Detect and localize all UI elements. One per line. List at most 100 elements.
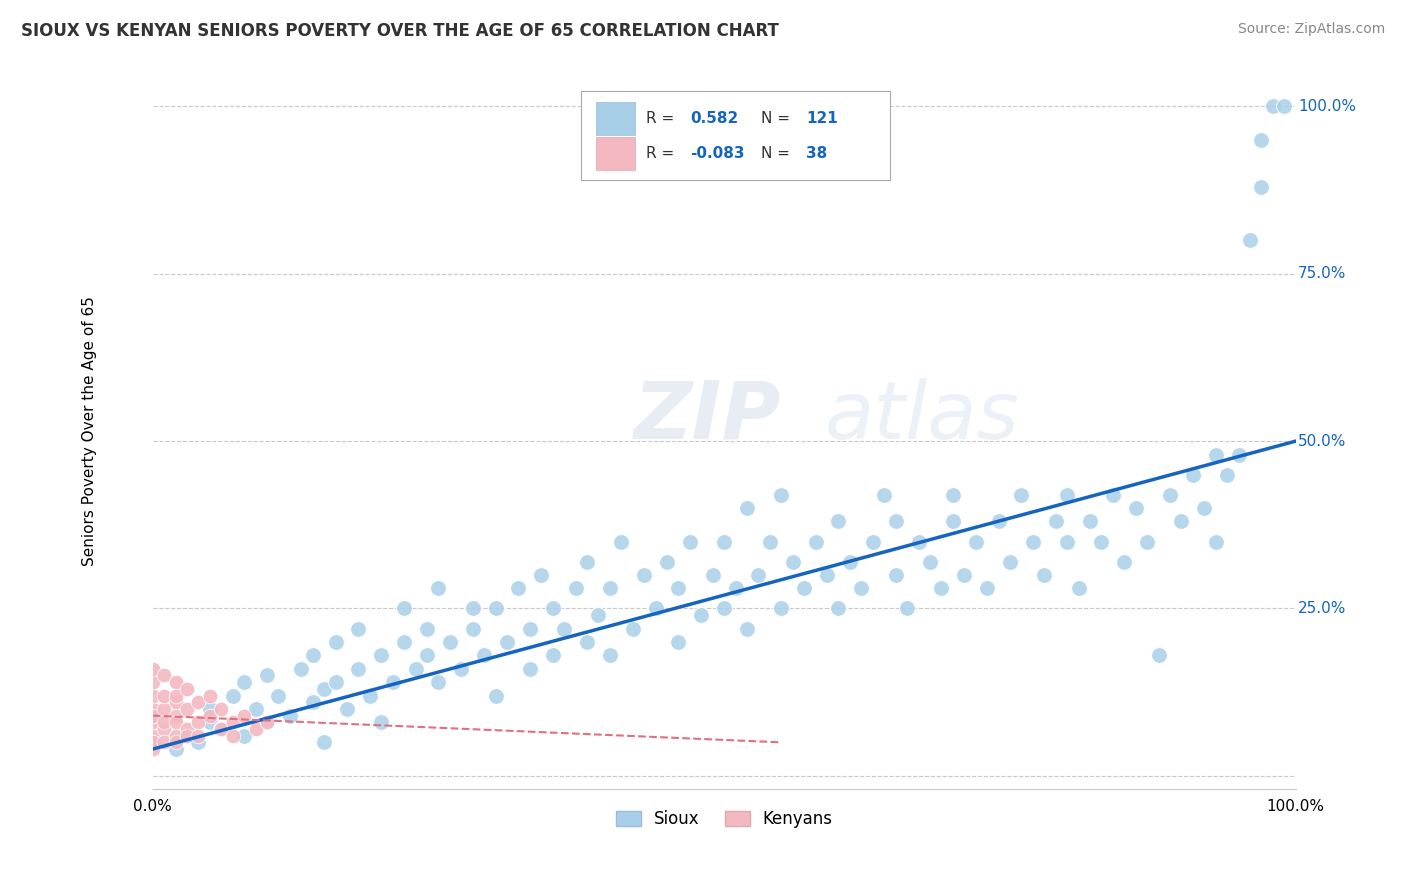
Point	[153, 702, 176, 716]
Point	[165, 729, 187, 743]
Point	[827, 515, 849, 529]
Point	[1125, 501, 1147, 516]
Point	[1136, 534, 1159, 549]
Point	[392, 635, 415, 649]
Point	[198, 715, 221, 730]
Point	[1078, 515, 1101, 529]
Point	[314, 735, 336, 749]
Point	[735, 622, 758, 636]
Point	[347, 662, 370, 676]
Point	[187, 729, 209, 743]
Point	[209, 702, 232, 716]
Point	[187, 735, 209, 749]
Point	[621, 622, 644, 636]
Point	[965, 534, 987, 549]
Point	[793, 582, 815, 596]
Point	[325, 635, 347, 649]
Point	[450, 662, 472, 676]
Point	[165, 715, 187, 730]
Text: -0.083: -0.083	[690, 145, 744, 161]
Point	[838, 555, 860, 569]
Point	[484, 689, 506, 703]
Point	[153, 735, 176, 749]
Text: 25.0%: 25.0%	[1298, 601, 1347, 616]
Point	[633, 568, 655, 582]
Point	[530, 568, 553, 582]
Text: 121: 121	[807, 112, 838, 127]
Point	[576, 555, 599, 569]
Point	[165, 735, 187, 749]
Point	[907, 534, 929, 549]
Point	[347, 622, 370, 636]
FancyBboxPatch shape	[581, 91, 890, 180]
Point	[142, 675, 165, 690]
Point	[165, 689, 187, 703]
Point	[1250, 133, 1272, 147]
Point	[165, 708, 187, 723]
Point	[1010, 488, 1032, 502]
Point	[222, 715, 245, 730]
Text: SIOUX VS KENYAN SENIORS POVERTY OVER THE AGE OF 65 CORRELATION CHART: SIOUX VS KENYAN SENIORS POVERTY OVER THE…	[21, 22, 779, 40]
Point	[165, 675, 187, 690]
Text: 0.582: 0.582	[690, 112, 738, 127]
Point	[576, 635, 599, 649]
Point	[862, 534, 884, 549]
Point	[599, 582, 621, 596]
Point	[165, 695, 187, 709]
Point	[187, 695, 209, 709]
Point	[770, 488, 793, 502]
Point	[245, 722, 267, 736]
Point	[245, 702, 267, 716]
Point	[998, 555, 1021, 569]
FancyBboxPatch shape	[596, 103, 636, 136]
Point	[209, 722, 232, 736]
Point	[541, 648, 564, 663]
Point	[325, 675, 347, 690]
Point	[392, 601, 415, 615]
Point	[519, 622, 541, 636]
Point	[278, 708, 301, 723]
Point	[1067, 582, 1090, 596]
Legend: Sioux, Kenyans: Sioux, Kenyans	[609, 804, 839, 835]
Point	[896, 601, 918, 615]
Point	[142, 708, 165, 723]
Point	[1205, 534, 1227, 549]
Point	[1022, 534, 1045, 549]
Text: 75.0%: 75.0%	[1298, 267, 1347, 281]
Point	[233, 675, 256, 690]
Text: N =: N =	[761, 112, 794, 127]
Point	[301, 695, 323, 709]
Point	[1227, 448, 1250, 462]
Point	[644, 601, 666, 615]
Point	[176, 681, 198, 696]
Text: Seniors Poverty Over the Age of 65: Seniors Poverty Over the Age of 65	[83, 296, 97, 566]
Point	[679, 534, 702, 549]
Point	[256, 715, 278, 730]
Point	[381, 675, 404, 690]
Point	[290, 662, 312, 676]
FancyBboxPatch shape	[596, 136, 636, 169]
Point	[770, 601, 793, 615]
Text: 50.0%: 50.0%	[1298, 434, 1347, 449]
Point	[314, 681, 336, 696]
Point	[1033, 568, 1056, 582]
Point	[142, 715, 165, 730]
Point	[1216, 467, 1239, 482]
Text: 100.0%: 100.0%	[1298, 99, 1355, 114]
Point	[713, 534, 735, 549]
Point	[884, 515, 907, 529]
Point	[508, 582, 530, 596]
Point	[668, 635, 690, 649]
Point	[918, 555, 941, 569]
Point	[1205, 448, 1227, 462]
Point	[759, 534, 782, 549]
Point	[222, 729, 245, 743]
Point	[851, 582, 873, 596]
Text: R =: R =	[647, 112, 679, 127]
Point	[198, 702, 221, 716]
Point	[142, 662, 165, 676]
Point	[713, 601, 735, 615]
Point	[519, 662, 541, 676]
Point	[668, 582, 690, 596]
Point	[256, 715, 278, 730]
